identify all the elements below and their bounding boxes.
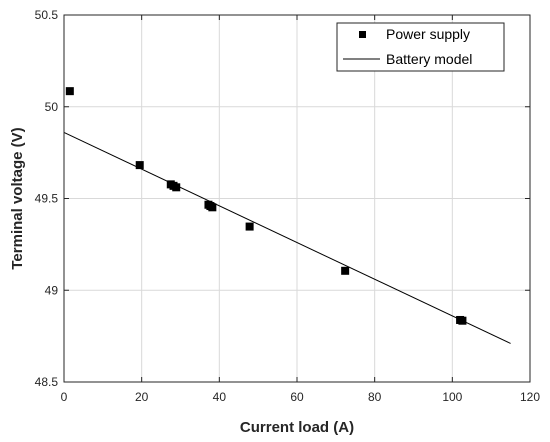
x-tick-label: 80	[368, 390, 382, 404]
y-tick-label: 49	[45, 283, 59, 297]
y-tick-label: 50	[45, 100, 59, 114]
legend-entry-battery-model: Battery model	[386, 51, 472, 67]
series-line-battery-model	[63, 131, 511, 344]
data-point-power-supply	[341, 266, 350, 275]
legend-marker-power-supply	[359, 31, 366, 38]
y-tick-label: 49.5	[35, 192, 59, 206]
data-point-power-supply	[172, 183, 181, 192]
x-tick-label: 0	[61, 390, 68, 404]
legend: Power supply Battery model	[336, 22, 505, 72]
x-tick-label: 40	[213, 390, 227, 404]
x-tick-label: 120	[520, 390, 540, 404]
tick-labels: 0 20 40 60 80 100 120 48.5 49 49.5 50 50.5	[35, 8, 541, 404]
y-tick-label: 48.5	[35, 375, 59, 389]
data-point-power-supply	[65, 87, 74, 96]
y-axis-label: Terminal voltage (V)	[9, 127, 26, 269]
plot-data	[63, 87, 511, 344]
x-tick-label: 60	[290, 390, 304, 404]
x-tick-label: 20	[135, 390, 149, 404]
legend-entry-power-supply: Power supply	[386, 26, 470, 42]
x-axis-label: Current load (A)	[240, 419, 354, 436]
data-point-power-supply	[245, 222, 254, 231]
data-point-power-supply	[135, 161, 144, 170]
x-tick-label: 100	[442, 390, 462, 404]
data-point-power-supply	[208, 203, 217, 212]
y-tick-label: 50.5	[35, 8, 59, 22]
